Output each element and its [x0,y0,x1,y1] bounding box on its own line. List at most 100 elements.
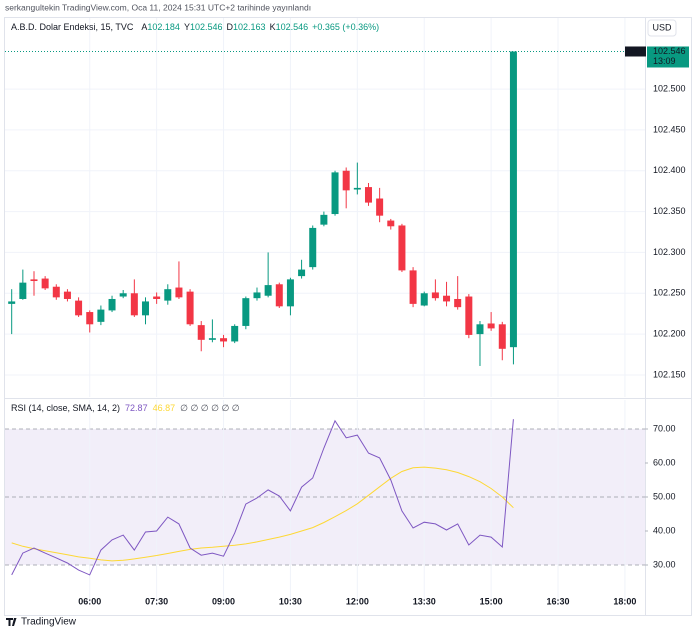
y-tick-label: 50.00 [653,491,676,501]
candle-body [275,284,283,307]
x-tick-label: 10:30 [279,596,302,606]
candle-body [119,293,127,297]
countdown: 13:09 [653,56,676,66]
indicator-title: RSI (14, close, SMA, 14, 2) [11,403,120,413]
series-line [11,419,514,576]
x-tick-label: 18:00 [613,596,636,606]
y-tick-label: 102.300 [653,247,686,257]
ohlc-value: 102.163 [233,22,266,32]
ohlc-value: 102.184 [147,22,180,32]
candle-body [443,295,451,302]
brand: TradingView [6,617,77,628]
candle-body [498,324,506,349]
candle-body [364,187,372,203]
ohlc-value: 102.546 [276,22,309,32]
candle-body [242,298,250,326]
candle-body [164,289,172,301]
symbol: DXY [627,47,644,56]
candle-body [19,282,27,299]
candle-body [431,292,439,299]
candle-body [487,323,495,329]
candle-body [465,296,473,335]
x-tick-label: 09:00 [212,596,235,606]
candle-body [398,225,406,271]
candle-body [153,296,161,299]
series-line [11,466,514,562]
candle-body [231,325,239,342]
candle-body [208,338,216,340]
candle-body [8,301,16,304]
y-tick-label: 40.00 [653,525,676,535]
y-tick-label: 102.250 [653,288,686,298]
x-tick-label: 13:30 [413,596,436,606]
currency: USD [652,22,672,32]
ohlc-label: Y [184,22,190,32]
candle-body [141,301,149,316]
brand-name: TradingView [21,617,77,628]
candle-body [97,309,105,322]
brand-logo [6,618,17,626]
candle-body [320,214,328,225]
candle-body [108,298,116,311]
candle-body [63,291,71,299]
candle-body [476,324,484,335]
candle-body [298,269,306,277]
candle-body [186,291,194,325]
candle-body [75,300,83,316]
candle-body [331,172,339,215]
candle-body [253,292,261,299]
placeholders: ∅ ∅ ∅ ∅ ∅ ∅ [180,403,240,413]
ohlc-label: D [227,22,234,32]
symbol-box [625,46,646,57]
ohlc-label: A [141,22,147,32]
currency-box[interactable] [647,19,677,37]
candle-body [420,293,428,306]
price-box [647,46,689,68]
candle-body [175,287,183,298]
y-tick-label: 102.200 [653,328,686,338]
y-tick-label: 102.400 [653,165,686,175]
legend-value: 46.87 [153,403,176,413]
candle-body [264,285,272,296]
y-tick-label: 102.150 [653,369,686,379]
indicator-legend: RSI (14, close, SMA, 14, 2) 72.87 46.87 ∅ ∅… [11,403,240,413]
y-tick-label: 102.450 [653,124,686,134]
x-tick-label: 06:00 [78,596,101,606]
candle-body [286,279,294,307]
candle-body [41,278,49,289]
published-note: serkangultekin TradingView.com, Oca 11, … [5,2,311,12]
y-tick-label: 102.350 [653,206,686,216]
y-tick-label: 102.500 [653,83,686,93]
candle-body [409,270,417,304]
candle-body [376,198,384,216]
x-tick-label: 16:30 [547,596,570,606]
ohlc-value: 102.546 [190,22,223,32]
x-tick-label: 07:30 [145,596,168,606]
y-tick-label: 60.00 [653,457,676,467]
rsi-band [5,429,645,566]
candle-body [342,170,350,191]
ohlc-label: K [270,22,276,32]
y-tick-label: 30.00 [653,559,676,569]
symbol-title: A.B.D. Dolar Endeksi, 15, TVC [11,22,134,32]
candle-body [509,51,517,348]
last-price: 102.546 [653,46,686,56]
y-tick-label: 70.00 [653,423,676,433]
candle-body [387,220,395,227]
candle-body [220,338,228,342]
candle-body [30,279,38,282]
chart-frame [4,17,692,616]
x-tick-label: 12:00 [346,596,369,606]
candle-body [86,312,94,325]
candle-body [454,298,462,308]
candle-body [353,187,361,190]
candle-body [52,286,60,298]
candle-body [130,293,138,316]
candle-body [197,325,205,340]
legend-value: 72.87 [125,403,148,413]
candle-body [309,227,317,268]
x-tick-label: 15:00 [480,596,503,606]
change: +0.365 (+0.36%) [312,22,379,32]
